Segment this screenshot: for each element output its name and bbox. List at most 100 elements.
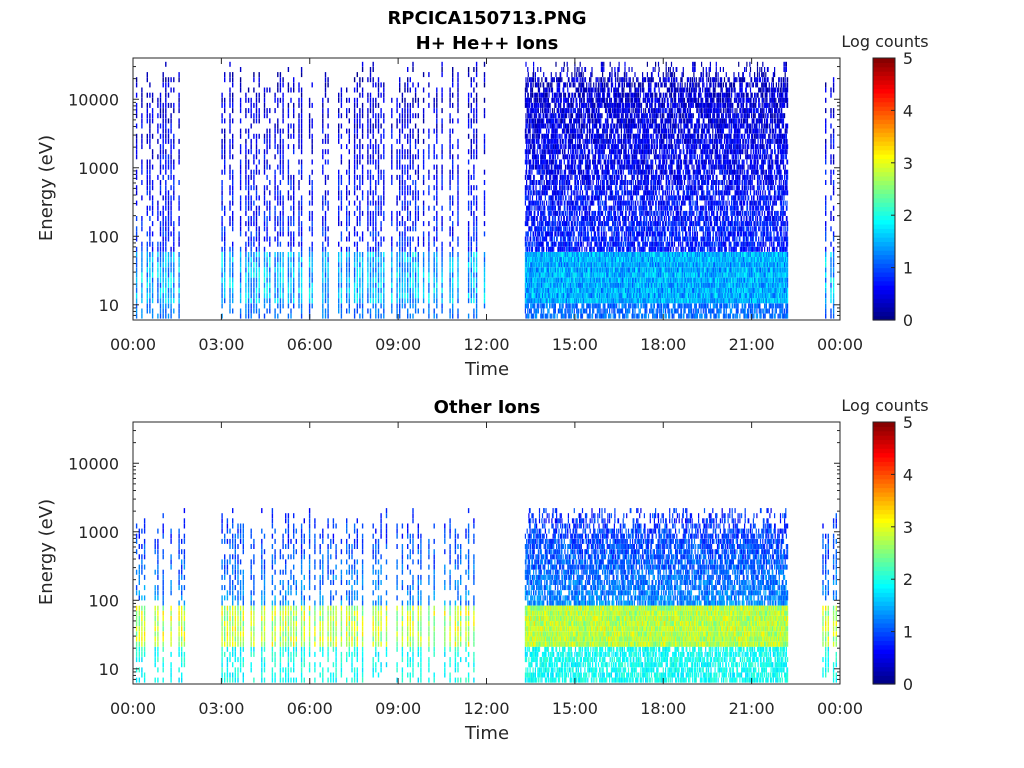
heatmap-cell [428,252,430,257]
heatmap-cell [536,287,538,293]
heatmap-cell [555,133,557,139]
heatmap-cell [298,241,300,247]
heatmap-cell [529,97,531,103]
heatmap-cell [380,210,382,216]
heatmap-cell [564,169,567,175]
heatmap-cell [232,190,234,196]
heatmap-cell [282,159,284,165]
heatmap-cell [149,190,151,196]
heatmap-cell [367,77,369,83]
heatmap-cell [298,128,300,134]
heatmap-cell [263,293,266,299]
heatmap-cell [567,246,569,252]
heatmap-cell [417,174,419,180]
heatmap-cell [340,293,343,299]
heatmap-cell [167,190,170,196]
heatmap-cell [293,200,295,206]
heatmap-cell [178,262,180,268]
heatmap-cell [250,298,252,304]
heatmap-cell [433,277,435,283]
heatmap-cell [311,282,313,288]
heatmap-cell [544,159,546,165]
heatmap-cell [475,149,478,155]
heatmap-cell [549,185,551,191]
heatmap-cell [544,77,546,83]
heatmap-cell [170,149,172,155]
heatmap-cell [232,180,234,185]
heatmap-cell [290,262,292,268]
heatmap-cell [135,144,138,150]
heatmap-cell [571,190,573,196]
heatmap-cell [536,97,538,103]
heatmap-cell [290,267,292,273]
heatmap-cell [546,180,548,185]
heatmap-cell [467,262,470,268]
heatmap-cell [277,216,279,221]
heatmap-cell [266,138,268,144]
heatmap-cell [167,118,170,124]
heatmap-cell [467,298,470,304]
heatmap-cell [399,221,401,227]
heatmap-cell [526,313,528,319]
heatmap-cell [467,282,470,288]
heatmap-cell [409,108,411,114]
heatmap-cell [401,303,404,309]
heatmap-cell [533,313,535,319]
heatmap-cell [441,241,443,247]
heatmap-cell [530,87,532,93]
heatmap-cell [353,226,356,232]
heatmap-cell [348,216,350,221]
heatmap-cell [149,82,151,88]
heatmap-cell [338,108,340,114]
heatmap-cell [561,133,563,139]
heatmap-cell [538,77,540,83]
heatmap-cell [404,102,406,108]
heatmap-cell [531,92,534,98]
heatmap-cell [290,298,292,304]
heatmap-cell [383,154,385,160]
heatmap-cell [550,226,552,232]
heatmap-cell [375,303,377,309]
heatmap-cell [570,185,572,191]
heatmap-cell [414,154,417,160]
heatmap-cell [555,231,557,237]
heatmap-cell [311,216,313,221]
heatmap-cell [475,185,478,191]
heatmap-cell [375,267,377,273]
heatmap-cell [159,226,162,232]
heatmap-cell [356,282,358,288]
heatmap-cell [322,267,324,273]
heatmap-cell [533,149,535,155]
heatmap-cell [146,293,148,299]
heatmap-cell [346,236,348,242]
heatmap-cell [569,174,571,180]
heatmap-cell [441,303,443,309]
heatmap-cell [141,282,143,288]
heatmap-cell [269,272,271,278]
heatmap-cell [457,298,459,304]
heatmap-cell [167,200,170,206]
heatmap-cell [550,277,552,283]
heatmap-cell [452,308,454,314]
heatmap-cell [473,262,475,268]
heatmap-cell [229,123,231,129]
heatmap-cell [247,108,250,114]
heatmap-cell [178,313,180,319]
heatmap-cell [327,159,329,165]
heatmap-cell [356,97,358,103]
heatmap-cell [536,133,538,139]
heatmap-cell [563,87,565,93]
heatmap-cell [346,257,348,263]
heatmap-cell [258,267,260,273]
heatmap-cell [567,221,569,227]
heatmap-cell [149,185,151,191]
heatmap-cell [165,190,167,196]
heatmap-cell [530,87,532,93]
heatmap-cell [157,262,159,268]
heatmap-cell [548,118,550,124]
heatmap-cell [274,287,276,293]
heatmap-cell [165,185,167,191]
heatmap-cell [526,241,528,247]
heatmap-cell [290,185,292,191]
heatmap-cell [399,282,401,288]
